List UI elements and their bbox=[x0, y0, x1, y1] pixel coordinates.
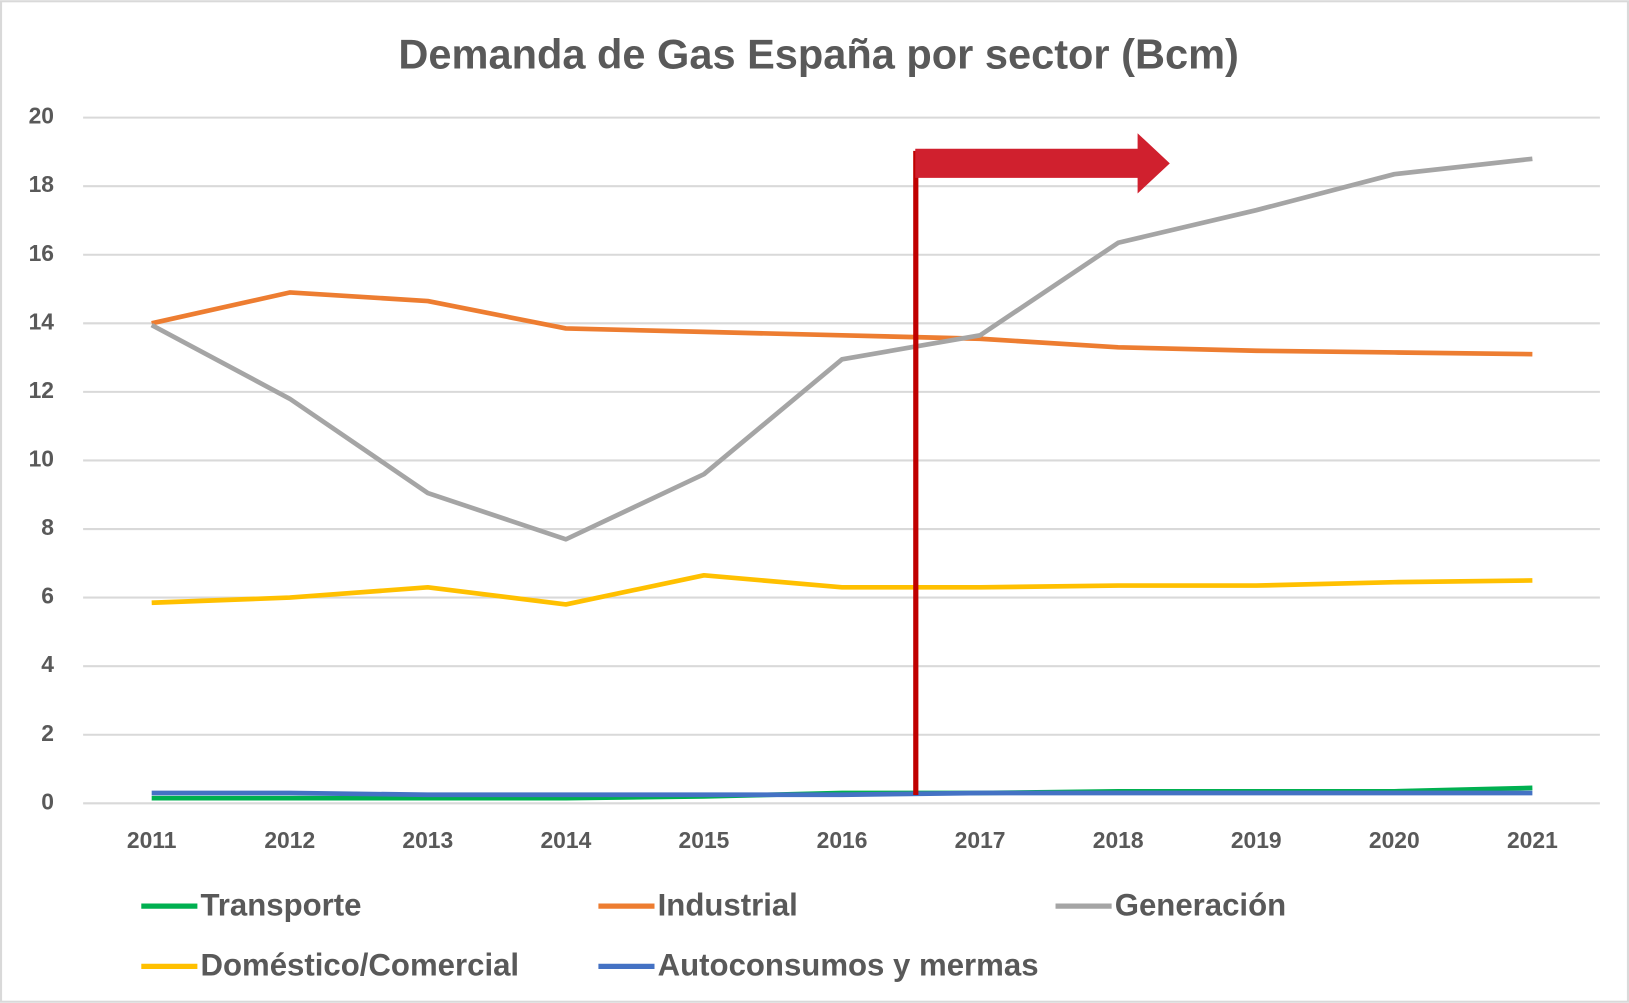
annotation-line bbox=[913, 150, 919, 795]
y-tick-label: 2 bbox=[41, 720, 54, 746]
x-tick-label: 2015 bbox=[679, 827, 730, 853]
y-tick-label: 18 bbox=[29, 171, 54, 197]
y-tick-label: 10 bbox=[29, 445, 54, 471]
x-tick-label: 2020 bbox=[1369, 827, 1420, 853]
x-tick-label: 2011 bbox=[127, 827, 177, 853]
legend-label: Autoconsumos y mermas bbox=[658, 948, 1039, 983]
x-tick-label: 2014 bbox=[540, 827, 591, 853]
y-tick-label: 12 bbox=[29, 377, 54, 403]
y-tick-label: 16 bbox=[29, 240, 54, 266]
x-tick-label: 2019 bbox=[1231, 827, 1282, 853]
series-line bbox=[151, 572, 1533, 607]
y-tick-label: 4 bbox=[41, 651, 54, 677]
series-line bbox=[151, 290, 1533, 357]
y-tick-label: 8 bbox=[41, 514, 54, 540]
legend-label: Doméstico/Comercial bbox=[201, 948, 520, 983]
legend-label: Industrial bbox=[658, 887, 798, 922]
y-tick-label: 0 bbox=[41, 788, 54, 814]
series-line bbox=[150, 156, 1533, 542]
x-tick-label: 2018 bbox=[1093, 827, 1144, 853]
legend-label: Transporte bbox=[201, 887, 362, 922]
x-tick-label: 2016 bbox=[817, 827, 868, 853]
y-tick-label: 6 bbox=[41, 583, 54, 609]
series-line bbox=[151, 790, 1533, 798]
y-tick-label: 20 bbox=[29, 103, 54, 129]
legend-label: Generación bbox=[1115, 887, 1286, 922]
x-tick-label: 2021 bbox=[1507, 827, 1558, 853]
x-tick-label: 2017 bbox=[955, 827, 1006, 853]
x-tick-label: 2012 bbox=[264, 827, 315, 853]
annotation-arrow bbox=[913, 133, 1170, 795]
chart-title: Demanda de Gas España por sector (Bcm) bbox=[398, 30, 1238, 77]
annotation-arrowhead bbox=[915, 133, 1170, 194]
y-tick-label: 14 bbox=[29, 308, 55, 334]
x-tick-label: 2013 bbox=[402, 827, 453, 853]
